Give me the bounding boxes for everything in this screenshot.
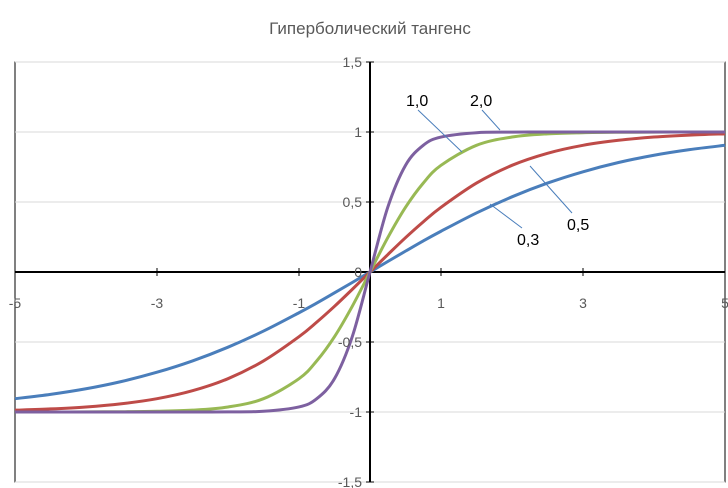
y-tick-label: -0,5 [338,334,362,350]
series-annotation: 1,0 [406,93,428,110]
series-annotation: 0,3 [517,232,539,249]
y-tick-label: 1,5 [343,54,363,70]
y-tick-label: 0 [354,264,362,280]
series-annotation: 2,0 [470,93,492,110]
chart-title: Гиперболический тангенс [269,19,471,38]
series-annotation: 0,5 [567,217,589,234]
x-tick-label: 5 [721,295,728,311]
y-tick-label: 0,5 [343,194,363,210]
x-tick-label: -3 [151,295,164,311]
x-tick-label: -5 [9,295,22,311]
x-tick-label: 1 [437,295,445,311]
y-tick-label: 1 [354,124,362,140]
x-tick-label: -1 [293,295,306,311]
x-tick-label: 3 [579,295,587,311]
y-tick-label: -1 [350,404,363,420]
y-tick-label: -1,5 [338,474,362,488]
